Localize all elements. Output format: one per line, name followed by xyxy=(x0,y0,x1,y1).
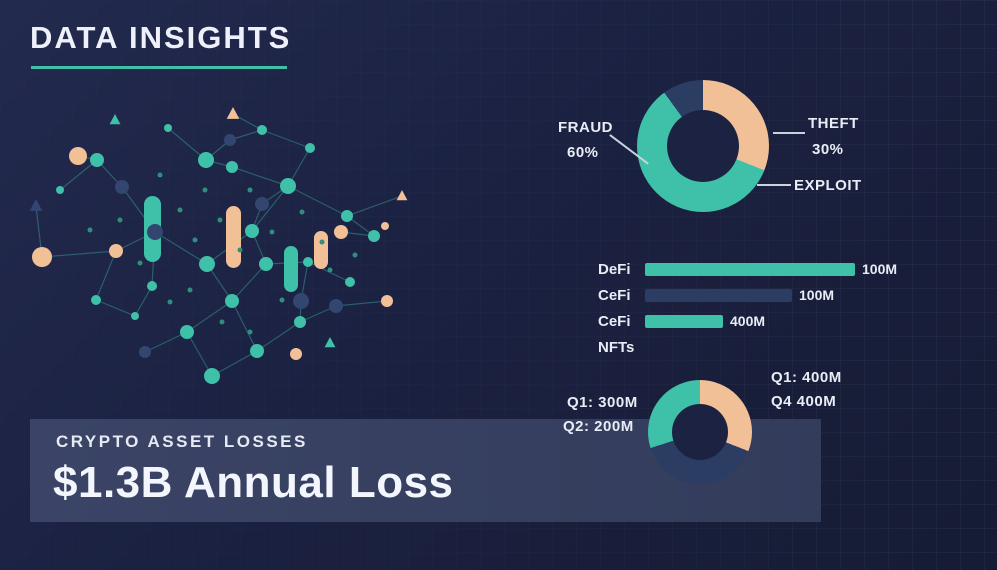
exploit-leader-line xyxy=(757,184,791,186)
bar-row: CeFi 100M xyxy=(598,282,918,308)
bar-value: 100M xyxy=(862,261,898,277)
q1-right-label: Q1: 400M xyxy=(771,369,842,386)
fraud-label: FRAUD xyxy=(558,119,613,136)
bar-row: NFTs xyxy=(598,334,918,360)
theft-label: THEFT xyxy=(808,115,859,132)
bar xyxy=(645,314,723,328)
fraud-value: 60% xyxy=(567,144,599,161)
donut-hole xyxy=(672,404,728,460)
panel-headline: $1.3B Annual Loss xyxy=(53,458,454,507)
bar-label: NFTs xyxy=(598,338,635,356)
quarterly-losses-donut-chart xyxy=(648,380,752,484)
q1-left-label: Q1: 300M xyxy=(567,394,638,411)
summary-panel: CRYPTO ASSET LOSSES $1.3B Annual Loss xyxy=(30,419,821,522)
bar-label: CeFi xyxy=(598,286,631,304)
page-title: DATA INSIGHTS xyxy=(30,20,292,55)
bar xyxy=(645,262,855,276)
network-graphic xyxy=(29,107,408,384)
theft-leader-line xyxy=(773,132,805,134)
loss-type-donut-chart xyxy=(637,80,769,212)
panel-subtitle: CRYPTO ASSET LOSSES xyxy=(56,432,308,451)
bar-row: CeFi 400M xyxy=(598,308,918,334)
bar-row: DeFi 100M xyxy=(598,256,918,282)
donut-hole xyxy=(667,110,739,182)
bar-value: 100M xyxy=(799,287,835,303)
q2-left-label: Q2: 200M xyxy=(563,418,634,435)
bar xyxy=(645,288,792,302)
title-underline xyxy=(31,66,287,69)
bar-label: CeFi xyxy=(598,312,631,330)
bar-value: 400M xyxy=(730,313,766,329)
theft-value: 30% xyxy=(812,141,844,158)
platform-losses-bar-chart: DeFi 100M CeFi 100M CeFi 400M NFTs xyxy=(598,256,918,360)
q4-right-label: Q4 400M xyxy=(771,393,837,410)
bar-label: DeFi xyxy=(598,260,631,278)
exploit-label: EXPLOIT xyxy=(794,177,862,194)
